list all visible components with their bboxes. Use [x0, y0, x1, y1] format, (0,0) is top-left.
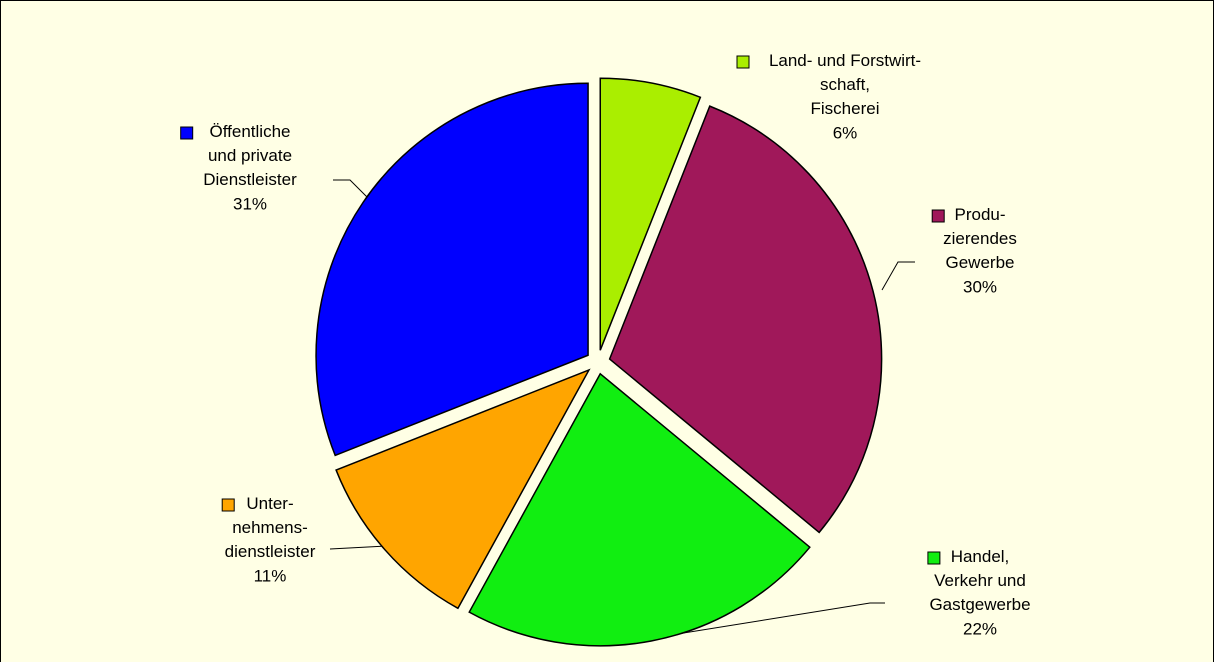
pie-slice — [608, 105, 883, 534]
slice-label: Produ-zierendes Gewerbe — [943, 205, 1017, 272]
slice-label: Öffentliche und private Dienstleister — [203, 122, 297, 189]
value-label: 6% — [833, 123, 858, 142]
value-label: 22% — [963, 619, 997, 638]
legend-swatch — [931, 209, 945, 223]
leader-line — [881, 261, 915, 291]
value-label: 31% — [233, 194, 267, 213]
legend-swatch — [736, 55, 750, 69]
legend-swatch — [180, 126, 194, 140]
leader-line — [333, 179, 373, 203]
value-label: 30% — [963, 277, 997, 296]
leader-line — [639, 602, 885, 641]
pie-slice — [335, 368, 591, 610]
pie-slice — [315, 82, 589, 457]
slice-label: Handel, Verkehr und Gastgewerbe — [929, 547, 1030, 614]
legend-swatch — [927, 551, 941, 565]
slice-label: Land- und Forstwirt-schaft, Fischerei — [769, 51, 921, 118]
pie-slice — [468, 372, 811, 647]
legend-swatch — [221, 498, 235, 512]
slice-label: Unter-nehmens-dienstleister — [225, 494, 316, 561]
value-label: 11% — [254, 566, 287, 585]
pie-slice — [599, 77, 702, 351]
